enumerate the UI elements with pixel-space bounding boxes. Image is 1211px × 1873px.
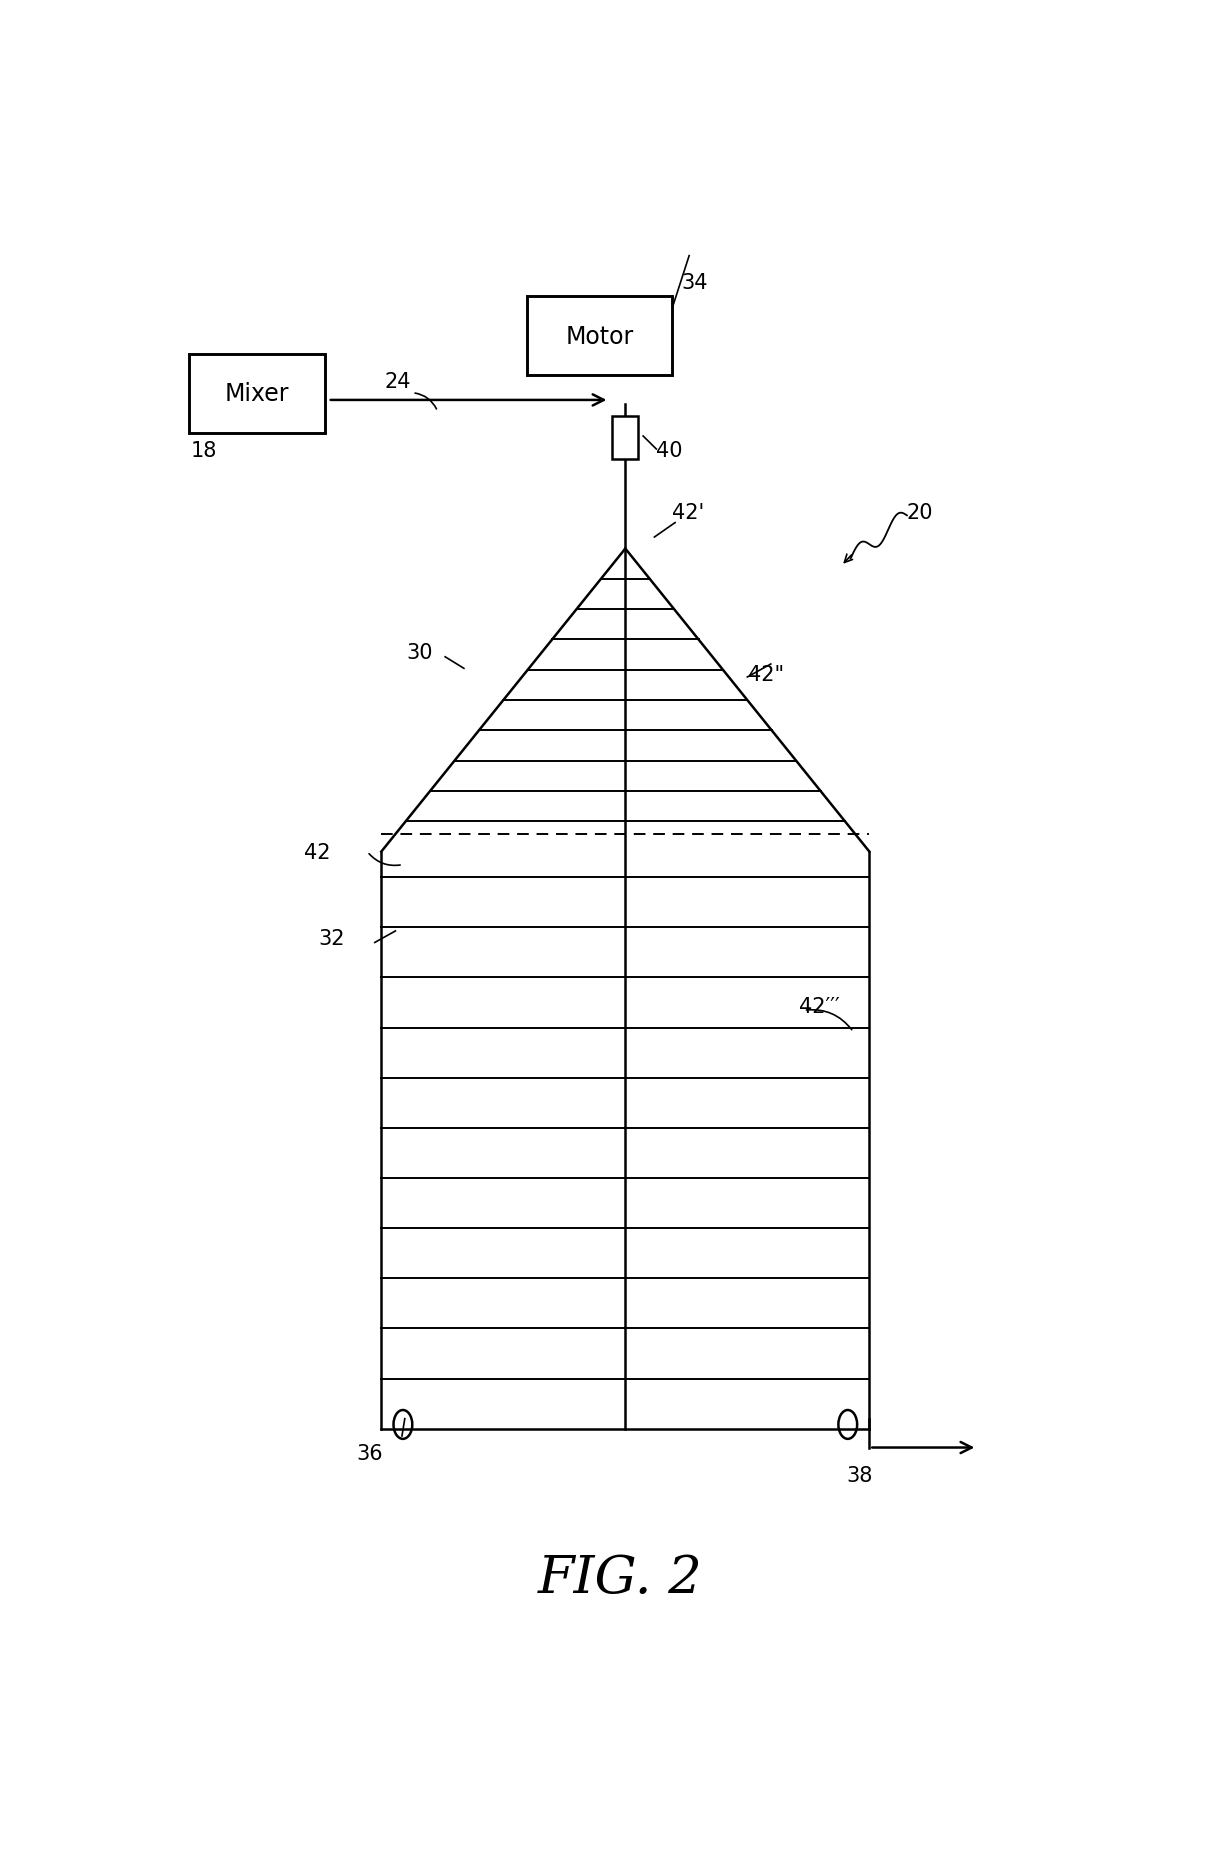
Text: 42": 42" [748, 665, 785, 686]
Text: 32: 32 [318, 929, 345, 948]
Text: FIG. 2: FIG. 2 [538, 1553, 704, 1603]
Text: 40: 40 [656, 442, 683, 461]
Bar [613, 416, 638, 461]
Text: 38: 38 [845, 1465, 872, 1485]
Text: 20: 20 [907, 504, 934, 523]
Text: 42′′′: 42′′′ [799, 996, 839, 1017]
Text: 18: 18 [191, 442, 217, 461]
Text: 24: 24 [384, 373, 411, 391]
Text: 36: 36 [356, 1444, 383, 1463]
Text: 42': 42' [672, 504, 705, 523]
Bar [527, 296, 672, 376]
Text: 42: 42 [304, 843, 331, 862]
Bar [189, 354, 325, 435]
Text: Motor: Motor [566, 324, 633, 348]
Text: Mixer: Mixer [225, 382, 289, 406]
Text: 30: 30 [407, 642, 434, 663]
Text: 34: 34 [682, 272, 708, 292]
